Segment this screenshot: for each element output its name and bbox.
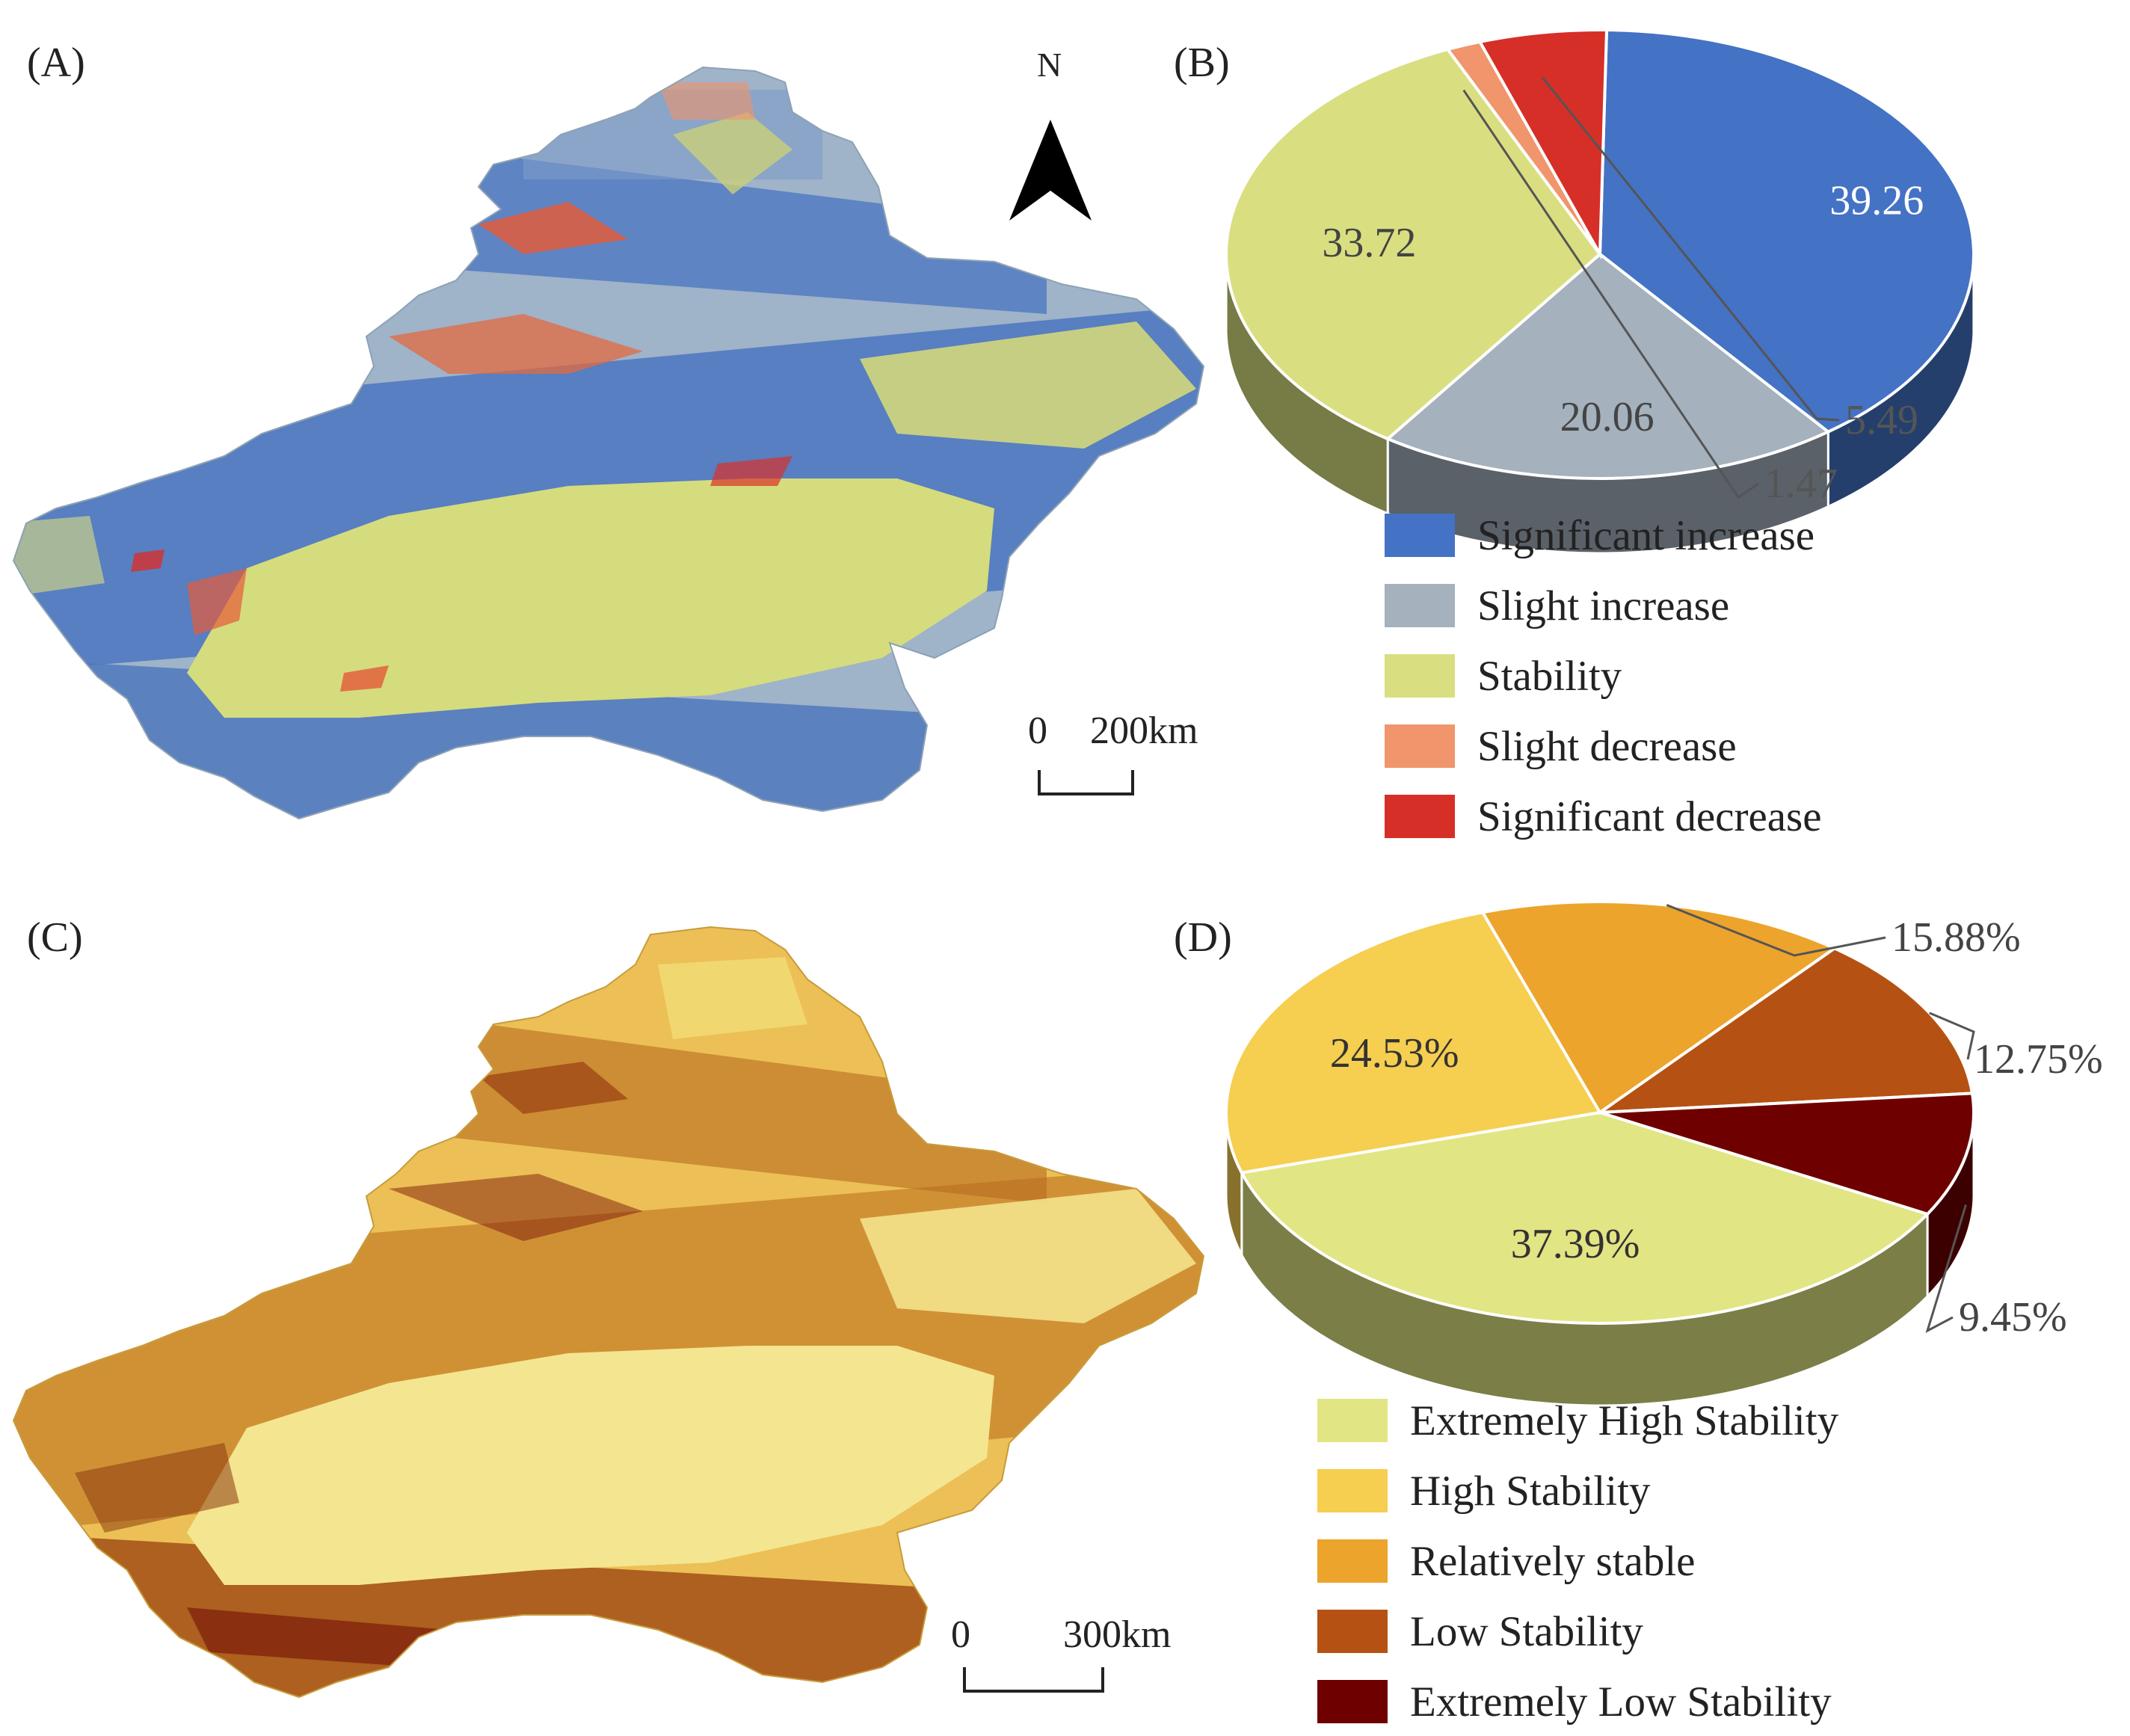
legend-label: Significant decrease: [1477, 792, 1822, 840]
pie-leader-line-2: [1666, 904, 1886, 957]
legend-label: Stability: [1477, 652, 1622, 700]
pie-slice-2: [1225, 47, 1602, 441]
legend-d: Extremely High Stability High Stability …: [1317, 1397, 1990, 1727]
pie-value-label-1: 24.53%: [1330, 1030, 1459, 1077]
pie-slices: [1225, 900, 1975, 1325]
legend-swatch: [1317, 1539, 1388, 1583]
pie-slice-4: [1599, 1092, 1975, 1216]
legend-swatch: [1385, 514, 1455, 557]
map-c: 0 300km: [0, 875, 1271, 1736]
scale-distance-c: 300km: [1063, 1613, 1172, 1656]
pie-value-label-2: 33.72: [1322, 220, 1416, 266]
legend-item-extremely-low-stability: Extremely Low Stability: [1317, 1678, 1832, 1726]
legend-swatch: [1317, 1680, 1388, 1723]
pie-slice-1: [1225, 911, 1603, 1175]
legend-swatch: [1385, 654, 1455, 698]
legend-item-extremely-high-stability: Extremely High Stability: [1317, 1397, 1838, 1444]
legend-swatch: [1317, 1399, 1388, 1442]
scale-bar-a: [1038, 770, 1134, 795]
legend-label: Relatively stable: [1410, 1537, 1696, 1585]
legend-item-slight-decrease: Slight decrease: [1385, 722, 1737, 770]
legend-item-high-stability: High Stability: [1317, 1467, 1651, 1515]
pie-leader-line-4: [1925, 1204, 1967, 1334]
legend-swatch: [1385, 724, 1455, 768]
legend-swatch: [1385, 584, 1455, 627]
map-a: N 0 200km: [0, 0, 1271, 852]
legend-label: Significant increase: [1477, 511, 1815, 559]
pie-value-label-0: 39.26: [1829, 178, 1924, 224]
pie-leader-line-3: [1462, 89, 1759, 499]
scale-distance-a: 200km: [1090, 710, 1198, 752]
scale-zero-c: 0: [951, 1613, 970, 1656]
legend-label: Extremely Low Stability: [1410, 1678, 1832, 1726]
legend-item-significant-increase: Significant increase: [1385, 511, 1815, 559]
legend-item-stability: Stability: [1385, 652, 1622, 700]
pie-value-label-0: 37.39%: [1511, 1221, 1640, 1267]
north-label: N: [1037, 46, 1062, 84]
scale-bar-c: [963, 1667, 1104, 1693]
pie-value-label-3: 12.75%: [1974, 1036, 2103, 1083]
pie-value-label-4: 9.45%: [1959, 1294, 2067, 1341]
pie-value-label-1: 20.06: [1560, 394, 1655, 440]
pie-slice-0: [1239, 1110, 1930, 1325]
legend-swatch: [1385, 795, 1455, 838]
north-arrow-icon: [1009, 120, 1092, 221]
panel-label-a: (A): [27, 40, 85, 86]
legend-label: High Stability: [1410, 1467, 1651, 1515]
panel-label-b: (B): [1174, 40, 1230, 86]
pie-slice-1: [1385, 252, 1832, 480]
panel-label-c: (C): [27, 914, 83, 961]
pie-leader-line-3: [1929, 1012, 1975, 1060]
legend-item-low-stability: Low Stability: [1317, 1607, 1643, 1655]
legend-item-relatively-stable: Relatively stable: [1317, 1537, 1696, 1585]
pie-slices: [1225, 28, 1975, 480]
legend-label: Slight decrease: [1477, 722, 1737, 770]
pie-slice-0: [1598, 28, 1975, 434]
legend-label: Slight increase: [1477, 582, 1730, 630]
pie-value-label-3: 1.47: [1764, 461, 1838, 507]
legend-b: Significant increase Slight increase Sta…: [1385, 511, 1983, 842]
pie-value-label-4: 5.49: [1845, 397, 1918, 443]
legend-swatch: [1317, 1469, 1388, 1512]
pie-labels: 39.26 20.06 33.72 1.475.49: [1322, 76, 1924, 507]
panel-label-d: (D): [1174, 914, 1232, 961]
legend-item-significant-decrease: Significant decrease: [1385, 792, 1822, 840]
scale-zero-a: 0: [1028, 710, 1047, 752]
pie-value-label-2: 15.88%: [1892, 914, 2021, 961]
pie-leader-line-4: [1541, 76, 1840, 422]
pie-labels: 37.39% 24.53% 15.88% 12.75% 9.45%: [1330, 904, 2103, 1341]
legend-swatch: [1317, 1610, 1388, 1653]
pie-slice-4: [1477, 28, 1609, 260]
legend-label: Low Stability: [1410, 1607, 1643, 1655]
legend-item-slight-increase: Slight increase: [1385, 582, 1730, 630]
